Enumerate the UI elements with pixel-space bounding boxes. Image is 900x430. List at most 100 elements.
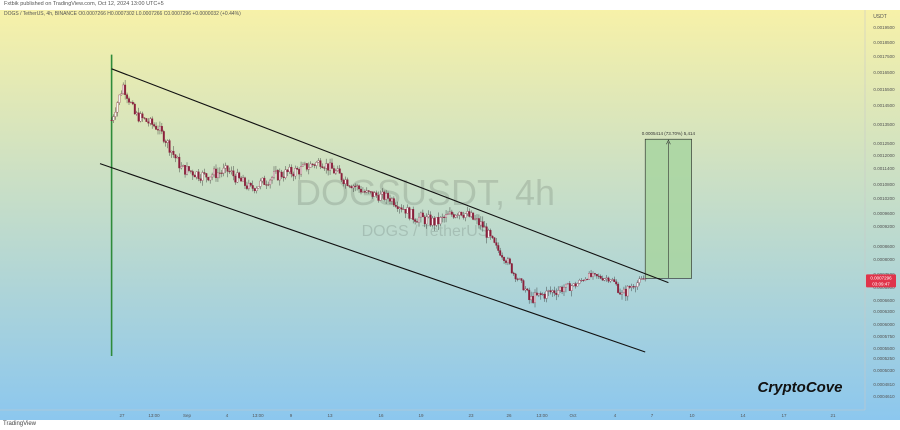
x-tick-label: 26 — [506, 413, 512, 418]
candle-body — [634, 286, 637, 288]
candle-body — [406, 207, 409, 214]
candle-body — [458, 211, 461, 216]
candle-body — [549, 290, 552, 293]
candle-body — [532, 296, 535, 303]
candle-body — [265, 184, 268, 186]
y-tick-label: 0.0004610 — [873, 394, 895, 399]
candle-body — [590, 273, 593, 277]
y-tick-label: 0.0009600 — [873, 211, 895, 216]
candle-body — [543, 293, 546, 299]
candle-body — [122, 84, 125, 94]
candle-body — [387, 193, 390, 199]
candle-body — [423, 216, 426, 225]
candle-body — [605, 277, 608, 279]
candle-body — [520, 278, 523, 281]
candle-body — [640, 278, 643, 280]
candle-body — [278, 171, 281, 181]
candle-body — [141, 113, 144, 119]
candle-body — [396, 206, 399, 209]
candle-body — [402, 209, 405, 210]
candle-body — [263, 177, 266, 185]
candle-body — [120, 93, 123, 96]
candle-body — [466, 211, 469, 214]
candle-body — [186, 166, 188, 175]
candle-body — [398, 207, 401, 209]
candle-body — [392, 198, 395, 206]
candle-body — [174, 154, 177, 159]
last-price-tag — [866, 274, 896, 288]
candle-body — [495, 242, 498, 246]
x-tick-label: 13:00 — [252, 413, 264, 418]
candle-body — [574, 283, 577, 287]
candle-body — [284, 169, 287, 178]
candle-body — [234, 175, 237, 183]
candle-body — [483, 226, 486, 228]
candle-body — [510, 263, 513, 274]
candle-body — [195, 171, 198, 178]
candle-body — [445, 214, 448, 218]
x-tick-label: 13 — [327, 413, 333, 418]
candle-body — [518, 278, 521, 280]
candle-body — [303, 163, 306, 165]
candle-body — [593, 273, 596, 275]
x-tick-label: 19 — [418, 413, 424, 418]
candle-body — [296, 168, 299, 170]
candle-body — [244, 177, 246, 186]
candle-body — [166, 140, 169, 143]
candle-body — [485, 226, 488, 238]
candle-body — [621, 292, 623, 295]
candle-body — [358, 185, 361, 190]
x-tick-label: 13:00 — [536, 413, 548, 418]
y-tick-label: 0.0005030 — [873, 368, 895, 373]
candle-body — [460, 211, 463, 216]
candle-body — [271, 177, 274, 181]
candle-body — [429, 214, 432, 226]
candle-body — [367, 190, 370, 192]
symbol-line: DOGS / TetherUS, 4h, BINANCE O0.0007266 … — [4, 11, 241, 17]
x-tick-label: 4 — [614, 413, 617, 418]
candle-body — [611, 279, 614, 281]
candle-body — [601, 278, 604, 281]
candle-body — [224, 165, 227, 169]
candle-body — [201, 172, 204, 181]
candle-body — [112, 116, 115, 121]
candle-body — [238, 172, 241, 179]
candle-body — [595, 274, 598, 277]
candle-body — [390, 198, 393, 202]
candle-body — [373, 192, 376, 197]
candle-body — [524, 288, 527, 291]
candle-body — [599, 275, 602, 279]
candle-body — [211, 174, 214, 178]
candle-body — [516, 278, 519, 280]
candle-body — [638, 278, 641, 283]
candle-body — [551, 290, 554, 293]
y-tick-label: 0.0006900 — [873, 285, 895, 290]
y-tick-label: 0.0016500 — [873, 70, 895, 75]
candle-body — [412, 209, 415, 220]
candle-body — [319, 160, 322, 167]
channel-line-upper — [111, 68, 669, 284]
y-tick-label: 0.0012500 — [873, 141, 895, 146]
axis-layer: USDT 0.0019500 0.0018500 0.0017500 0.001650… — [0, 10, 896, 418]
candle-body — [352, 185, 355, 189]
candle-body — [242, 177, 245, 182]
candle-body — [361, 191, 364, 193]
candle-body — [311, 163, 314, 165]
candle-body — [570, 285, 573, 291]
candle-body — [425, 216, 428, 225]
candle-body — [145, 118, 148, 122]
candle-body — [454, 214, 457, 218]
candle-body — [363, 191, 366, 193]
footer-bar: TradingView — [0, 420, 900, 430]
candle-body — [276, 170, 279, 181]
y-tick-label: 0.0008000 — [873, 257, 895, 262]
candle-body — [114, 111, 117, 117]
y-tick-label: 0.0005500 — [873, 346, 895, 351]
candle-body — [182, 165, 185, 167]
candle-body — [559, 286, 562, 291]
header-bar: Fxtbik published on TradingView.com, Oct… — [0, 0, 900, 10]
last-price-label: 0.0007296 — [870, 275, 892, 280]
y-tick-label: 0.0018500 — [873, 40, 895, 45]
candle-body — [456, 214, 459, 216]
